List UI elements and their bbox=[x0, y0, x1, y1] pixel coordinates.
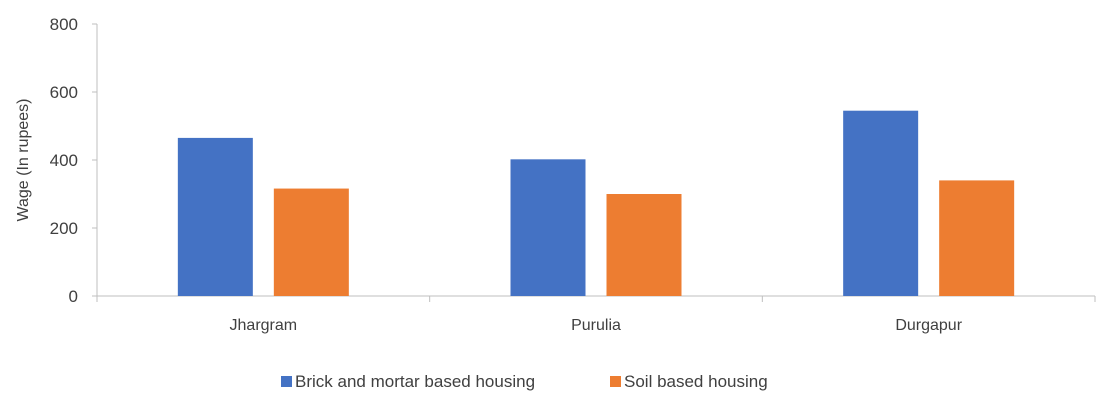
y-tick-label: 0 bbox=[69, 287, 78, 306]
legend-swatch bbox=[610, 376, 621, 387]
bar bbox=[606, 194, 682, 296]
bars bbox=[177, 110, 1015, 296]
legend-item: Brick and mortar based housing bbox=[281, 372, 535, 391]
bar bbox=[177, 137, 253, 296]
y-tick-label: 400 bbox=[50, 151, 78, 170]
x-axis: Jhargram Purulia Durgapur bbox=[96, 295, 1096, 334]
y-tick-label: 800 bbox=[50, 15, 78, 34]
y-axis-title: Wage (In rupees) bbox=[15, 98, 32, 221]
legend-item: Soil based housing bbox=[610, 372, 768, 391]
legend-swatch bbox=[281, 376, 292, 387]
y-tick-label: 600 bbox=[50, 83, 78, 102]
legend: Brick and mortar based housing Soil based… bbox=[281, 372, 768, 391]
bar bbox=[273, 188, 349, 296]
legend-label: Brick and mortar based housing bbox=[295, 372, 535, 391]
bar bbox=[510, 159, 586, 296]
legend-label: Soil based housing bbox=[624, 372, 768, 391]
x-tick-label: Jhargram bbox=[230, 317, 298, 334]
y-tick-label: 200 bbox=[50, 219, 78, 238]
bar bbox=[939, 180, 1015, 296]
x-tick-label: Durgapur bbox=[895, 317, 962, 334]
y-axis: 0 200 400 600 800 Wage (In rupees) bbox=[15, 15, 98, 306]
bar bbox=[843, 110, 919, 296]
x-tick-label: Purulia bbox=[571, 317, 621, 334]
